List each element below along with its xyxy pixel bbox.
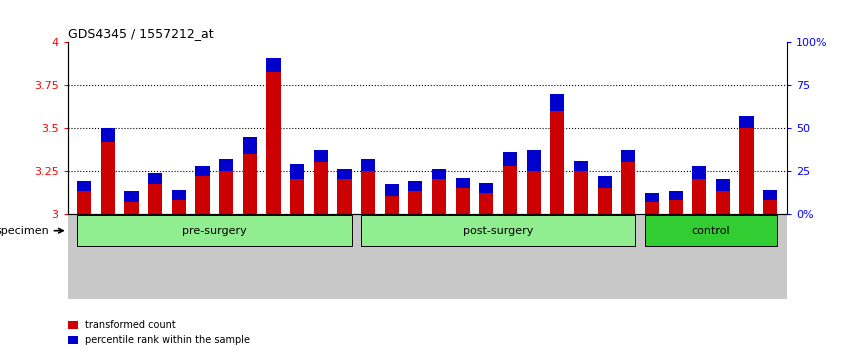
Text: control: control <box>692 226 730 236</box>
Bar <box>503 152 517 166</box>
Bar <box>124 192 139 202</box>
Bar <box>385 196 398 213</box>
Bar <box>77 181 91 191</box>
Bar <box>314 162 328 213</box>
Legend: transformed count, percentile rank within the sample: transformed count, percentile rank withi… <box>64 316 255 349</box>
Bar <box>266 72 281 213</box>
Bar <box>148 184 162 213</box>
Bar <box>148 172 162 184</box>
Bar <box>385 184 398 196</box>
Text: pre-surgery: pre-surgery <box>182 226 247 236</box>
Bar <box>290 179 305 213</box>
Bar <box>550 111 564 213</box>
Bar <box>763 190 777 200</box>
Bar <box>503 166 517 213</box>
Text: GDS4345 / 1557212_at: GDS4345 / 1557212_at <box>68 27 213 40</box>
Bar <box>597 188 612 213</box>
FancyBboxPatch shape <box>361 215 635 246</box>
Bar <box>597 176 612 188</box>
Bar <box>338 169 352 179</box>
Bar <box>526 150 541 171</box>
Bar <box>219 159 233 171</box>
Bar <box>763 200 777 213</box>
Bar <box>243 137 257 154</box>
Bar <box>480 183 493 193</box>
Bar <box>68 213 787 299</box>
Bar <box>338 179 352 213</box>
Bar <box>195 176 210 213</box>
Bar <box>432 179 446 213</box>
Bar <box>172 190 186 200</box>
Bar <box>716 179 730 191</box>
Bar <box>456 188 470 213</box>
Bar <box>101 128 115 142</box>
Bar <box>409 192 422 213</box>
Text: specimen: specimen <box>0 226 63 236</box>
Bar <box>668 200 683 213</box>
Bar <box>692 166 706 179</box>
Bar <box>124 202 139 213</box>
Bar <box>480 193 493 213</box>
Bar <box>574 171 588 213</box>
Bar <box>739 128 754 213</box>
Bar <box>409 181 422 191</box>
FancyBboxPatch shape <box>645 215 777 246</box>
Bar <box>645 202 659 213</box>
Text: post-surgery: post-surgery <box>463 226 533 236</box>
Bar <box>195 166 210 176</box>
Bar <box>314 150 328 162</box>
Bar <box>432 169 446 179</box>
Bar <box>361 159 375 171</box>
Bar <box>361 171 375 213</box>
Bar <box>645 193 659 202</box>
Bar <box>243 154 257 213</box>
Bar <box>621 162 635 213</box>
FancyBboxPatch shape <box>77 215 352 246</box>
Bar <box>219 171 233 213</box>
Bar <box>574 161 588 171</box>
Bar <box>739 116 754 128</box>
Bar <box>692 179 706 213</box>
Bar <box>668 192 683 200</box>
Bar <box>172 200 186 213</box>
Bar <box>101 142 115 213</box>
Bar <box>456 178 470 188</box>
Bar <box>290 164 305 179</box>
Bar <box>716 192 730 213</box>
Bar <box>77 192 91 213</box>
Bar <box>621 150 635 162</box>
Bar <box>526 171 541 213</box>
Bar <box>550 94 564 111</box>
Bar <box>266 58 281 72</box>
